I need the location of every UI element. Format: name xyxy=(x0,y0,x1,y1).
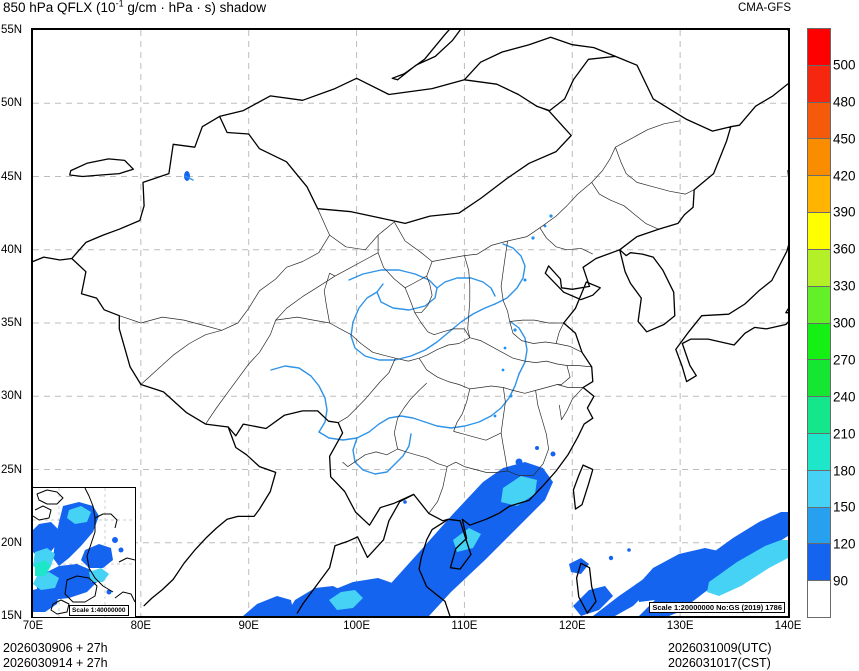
map-graphic xyxy=(33,30,788,616)
colorbar-tick-500: 500 xyxy=(833,57,856,73)
x-tick-90e: 90E xyxy=(238,620,259,632)
x-tick-80e: 80E xyxy=(130,620,152,632)
y-tick-40n: 40N xyxy=(1,243,23,256)
colorbar-tick-330: 330 xyxy=(833,278,856,294)
colorbar-segment-2 xyxy=(808,102,830,140)
colorbar-segment-1 xyxy=(808,65,830,103)
qflx-shading xyxy=(184,171,788,616)
page-title: 850 hPa QFLX (10-1 g/cm · hPa · s) shado… xyxy=(3,0,266,15)
x-tick-140e: 140E xyxy=(774,620,802,632)
y-tick-30n: 30N xyxy=(1,390,23,403)
colorbar-tick-240: 240 xyxy=(833,389,856,405)
footer-init-time-cst: 2026030914 + 27h xyxy=(3,656,108,670)
colorbar-segment-0 xyxy=(808,29,830,66)
inset-map-graphic xyxy=(33,488,135,617)
x-tick-130e: 130E xyxy=(666,620,694,632)
title-suffix: g/cm · hPa · s) shadow xyxy=(123,0,267,15)
colorbar-segment-9 xyxy=(808,360,830,398)
colorbar-segment-3 xyxy=(808,139,830,177)
colorbar-segment-4 xyxy=(808,176,830,214)
model-label: CMA-GFS xyxy=(737,2,791,14)
colorbar-tick-180: 180 xyxy=(833,463,856,478)
inset-scale-label: Scale 1:40000000 xyxy=(69,605,129,616)
y-tick-55n: 55N xyxy=(1,24,23,36)
colorbar-segment-13 xyxy=(808,507,830,545)
colorbar-segment-6 xyxy=(808,249,830,287)
footer-valid-time-cst: 2026031017(CST) xyxy=(668,656,771,670)
colorbar-tick-420: 420 xyxy=(833,168,856,183)
footer-init-time-utc: 2026030906 + 27h xyxy=(3,641,108,655)
title-prefix: 850 hPa QFLX (10 xyxy=(3,0,116,15)
colorbar-segment-7 xyxy=(808,286,830,324)
map-canvas[interactable]: Scale 1:20000000 No:GS (2019) 1786 xyxy=(31,28,790,618)
colorbar-tick-300: 300 xyxy=(833,315,856,331)
inset-map[interactable]: Scale 1:40000000 xyxy=(32,487,136,618)
colorbar-segment-10 xyxy=(808,397,830,434)
map-scale-label: Scale 1:20000000 No:GS (2019) 1786 xyxy=(649,602,785,613)
y-tick-20n: 20N xyxy=(1,536,23,549)
y-tick-50n: 50N xyxy=(1,97,23,110)
y-tick-45n: 45N xyxy=(1,170,23,183)
footer-valid-time-utc: 2026031009(UTC) xyxy=(668,641,772,655)
colorbar-segment-11 xyxy=(808,433,830,471)
x-tick-110e: 110E xyxy=(451,620,478,632)
y-tick-35n: 35N xyxy=(1,317,23,329)
colorbar-tick-90: 90 xyxy=(833,573,849,589)
colorbar-labels: 500 480 450 420 390 360 330 300 270 240 210 180 150 1… xyxy=(833,28,859,618)
colorbar[interactable] xyxy=(807,28,831,618)
colorbar-segment-12 xyxy=(808,470,830,508)
colorbar-tick-210: 210 xyxy=(833,426,856,442)
x-tick-70e: 70E xyxy=(22,620,44,632)
title-exponent: -1 xyxy=(115,0,124,9)
colorbar-tick-120: 120 xyxy=(833,536,856,552)
colorbar-tick-390: 390 xyxy=(833,204,856,220)
colorbar-segment-15 xyxy=(808,581,830,617)
colorbar-tick-270: 270 xyxy=(833,352,856,368)
colorbar-segment-8 xyxy=(808,323,830,361)
x-tick-120e: 120E xyxy=(558,620,586,632)
x-tick-100e: 100E xyxy=(343,620,370,632)
colorbar-tick-150: 150 xyxy=(833,499,856,515)
colorbar-segment-14 xyxy=(808,544,830,582)
colorbar-tick-480: 480 xyxy=(833,94,856,110)
y-tick-25n: 25N xyxy=(1,463,23,476)
colorbar-tick-360: 360 xyxy=(833,241,856,257)
colorbar-segment-5 xyxy=(808,213,830,250)
colorbar-tick-450: 450 xyxy=(833,131,856,147)
y-tick-15n: 15N xyxy=(1,610,23,622)
